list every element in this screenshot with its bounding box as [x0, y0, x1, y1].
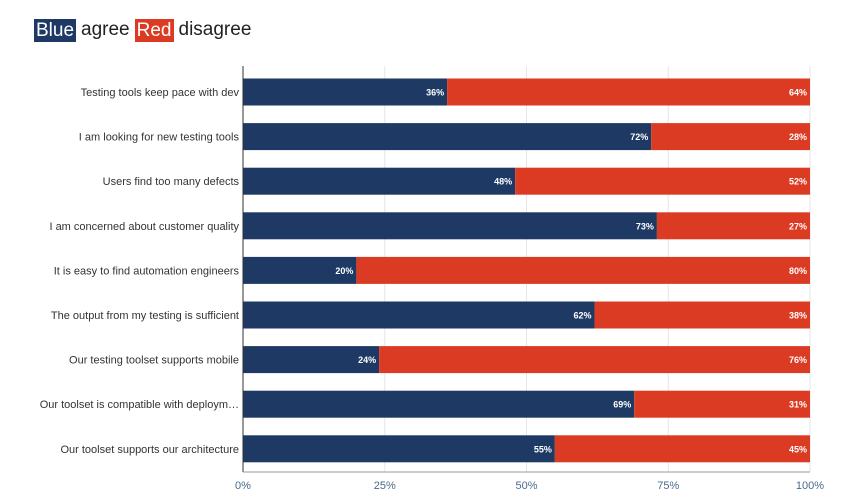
category-label-8: Our toolset supports our architecture [60, 444, 239, 456]
x-tick-label-0: 0% [235, 480, 251, 492]
value-label-disagree-6: 76% [789, 355, 807, 365]
category-label-7: Our toolset is compatible with deploym… [40, 399, 239, 411]
bar-agree-2 [243, 167, 516, 195]
bar-disagree-5 [594, 301, 810, 329]
value-label-disagree-7: 31% [789, 400, 807, 410]
value-label-disagree-5: 38% [789, 311, 807, 321]
category-label-1: I am looking for new testing tools [79, 132, 240, 144]
value-label-agree-2: 48% [494, 177, 512, 187]
category-label-0: Testing tools keep pace with dev [81, 87, 240, 99]
bar-agree-1 [243, 123, 652, 151]
chart-legend: Blue agree Red disagree [34, 18, 256, 42]
legend-agree-key: Blue [34, 18, 77, 42]
value-label-agree-4: 20% [335, 266, 353, 276]
value-label-agree-6: 24% [358, 355, 376, 365]
bar-agree-4 [243, 256, 357, 284]
bar-disagree-6 [379, 346, 810, 374]
bar-agree-3 [243, 212, 657, 240]
category-label-4: It is easy to find automation engineers [54, 265, 240, 277]
value-label-agree-1: 72% [630, 132, 648, 142]
value-label-agree-8: 55% [534, 444, 552, 454]
value-label-disagree-0: 64% [789, 88, 807, 98]
bar-agree-7 [243, 390, 635, 418]
legend-disagree-key: Red [134, 18, 174, 42]
x-tick-label-2: 50% [515, 480, 537, 492]
bar-agree-6 [243, 346, 380, 374]
value-label-agree-7: 69% [613, 400, 631, 410]
x-tick-label-1: 25% [374, 480, 396, 492]
bar-agree-8 [243, 435, 555, 463]
category-label-3: I am concerned about customer quality [49, 221, 239, 233]
value-label-disagree-3: 27% [789, 221, 807, 231]
bar-disagree-7 [634, 390, 810, 418]
category-label-2: Users find too many defects [103, 176, 240, 188]
legend-agree-text: agree [81, 19, 130, 40]
category-label-6: Our testing toolset supports mobile [69, 355, 239, 367]
bar-agree-0 [243, 78, 448, 106]
value-label-disagree-4: 80% [789, 266, 807, 276]
category-label-5: The output from my testing is sufficient [51, 310, 239, 322]
legend-disagree-text: disagree [178, 19, 252, 40]
bar-disagree-4 [356, 256, 810, 284]
value-label-agree-3: 73% [636, 221, 654, 231]
bar-disagree-1 [651, 123, 810, 151]
x-tick-label-3: 75% [657, 480, 679, 492]
value-label-disagree-8: 45% [789, 444, 807, 454]
x-tick-label-4: 100% [796, 480, 824, 492]
bar-agree-5 [243, 301, 595, 329]
bar-disagree-8 [554, 435, 810, 463]
bar-disagree-0 [447, 78, 810, 106]
bar-disagree-3 [656, 212, 810, 240]
bar-disagree-2 [515, 167, 810, 195]
value-label-disagree-2: 52% [789, 177, 807, 187]
value-label-disagree-1: 28% [789, 132, 807, 142]
value-label-agree-5: 62% [574, 311, 592, 321]
value-label-agree-0: 36% [426, 88, 444, 98]
